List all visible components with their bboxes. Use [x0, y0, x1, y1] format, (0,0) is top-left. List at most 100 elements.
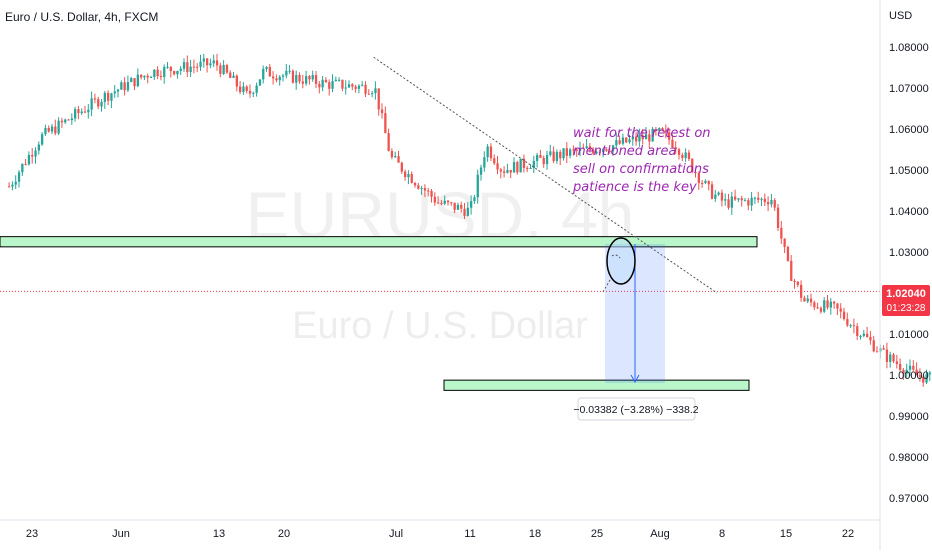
candle-body [281, 75, 285, 77]
candle-body [651, 128, 654, 142]
bullish-candle [288, 64, 291, 74]
retest-area-circle[interactable] [606, 237, 636, 285]
bearish-candle [677, 147, 681, 160]
candle-body [225, 65, 229, 73]
bullish-candle [750, 192, 753, 211]
candle-body [773, 200, 776, 208]
bearish-candle [922, 376, 925, 387]
price-tick-label: 1.06000 [889, 124, 929, 136]
bearish-candle [341, 79, 344, 92]
bullish-candle [222, 60, 225, 76]
bullish-candle [116, 88, 120, 98]
bearish-candle [31, 148, 34, 164]
bullish-candle [684, 148, 687, 162]
bearish-candle [364, 81, 367, 98]
bullish-candle [371, 90, 374, 98]
candle-body [780, 227, 783, 239]
candle-body [506, 169, 509, 173]
candle-body [219, 65, 222, 74]
bearish-candle [869, 330, 872, 345]
bullish-candle [569, 147, 572, 159]
bearish-candle [668, 128, 671, 145]
bullish-candle [925, 369, 928, 384]
candle-body [159, 76, 163, 78]
candle-body [631, 136, 634, 140]
bullish-candle [57, 117, 60, 136]
price-axis[interactable]: 1.08000 1.07000 1.06000 1.05000 1.04000 1.030… [889, 42, 929, 505]
candle-body [582, 147, 585, 149]
bearish-candle [489, 143, 493, 161]
candle-body [24, 163, 27, 165]
candle-body [324, 79, 328, 83]
bearish-candle [866, 326, 869, 338]
measure-arrow-head [630, 374, 640, 384]
candle-body [318, 83, 321, 88]
candle-body [149, 76, 153, 78]
bullish-candle [621, 133, 625, 146]
candle-body [684, 152, 687, 159]
candle-body [364, 84, 367, 94]
bearish-candle [446, 199, 450, 206]
bearish-candle [354, 84, 357, 93]
candle-body [770, 200, 773, 205]
candle-body [374, 88, 377, 94]
bearish-candle [146, 73, 149, 84]
bearish-candle [539, 149, 542, 159]
bearish-candle [8, 182, 11, 188]
candle-body [298, 74, 301, 82]
bullish-candle [602, 148, 605, 158]
candle-body [123, 82, 126, 91]
candle-body [796, 281, 799, 285]
bearish-candle [463, 202, 466, 220]
candle-body [31, 154, 34, 157]
bar-countdown: 01:23:28 [887, 303, 926, 314]
resistance-zone[interactable] [0, 236, 758, 248]
candle-body [902, 369, 905, 374]
bullish-candle [321, 75, 324, 92]
candle-body [816, 307, 819, 309]
candle-body [285, 70, 288, 76]
candle-body [740, 198, 743, 201]
candle-body [473, 197, 476, 202]
candle-body [539, 155, 542, 158]
candle-body [483, 157, 486, 168]
bullish-candle [27, 151, 31, 166]
candle-body [826, 300, 829, 308]
bullish-candle [166, 62, 169, 69]
bearish-candle [542, 155, 545, 168]
candle-body [169, 66, 172, 72]
bullish-candle [549, 144, 552, 157]
bearish-candle [648, 129, 651, 149]
bearish-candle [437, 196, 440, 204]
time-axis[interactable]: 23 Jun 13 20 Jul 11 18 25 Aug 8 15 22 [26, 528, 854, 540]
bearish-candle [767, 196, 770, 212]
candle-body [351, 84, 354, 87]
candle-body [569, 149, 572, 156]
support-zone[interactable] [443, 379, 750, 391]
bullish-candle [281, 73, 285, 82]
bullish-candle [21, 163, 24, 176]
measure-label[interactable]: −0.03382 (−3.28%) −338.2 [573, 397, 699, 421]
bearish-candle [819, 306, 823, 314]
candle-body [565, 148, 568, 156]
bearish-candle [351, 83, 354, 91]
bullish-candle [182, 58, 186, 72]
candle-body [50, 126, 54, 132]
candle-body [390, 150, 394, 158]
bullish-candle [536, 152, 539, 168]
price-tick-label: 1.00000 [889, 370, 929, 382]
candle-body [321, 79, 324, 88]
trade-note[interactable]: wait for the retest on mentioned area se… [572, 126, 711, 195]
bullish-candle [644, 127, 648, 140]
candle-body [453, 202, 456, 210]
downtrend-line[interactable] [373, 56, 718, 294]
bearish-candle [324, 77, 328, 83]
bearish-candle [783, 238, 786, 254]
candle-body [80, 111, 83, 114]
bearish-candle [367, 89, 370, 95]
candle-body [140, 74, 143, 78]
candle-body [265, 66, 268, 69]
candle-body [308, 76, 311, 80]
candle-body [889, 354, 892, 362]
